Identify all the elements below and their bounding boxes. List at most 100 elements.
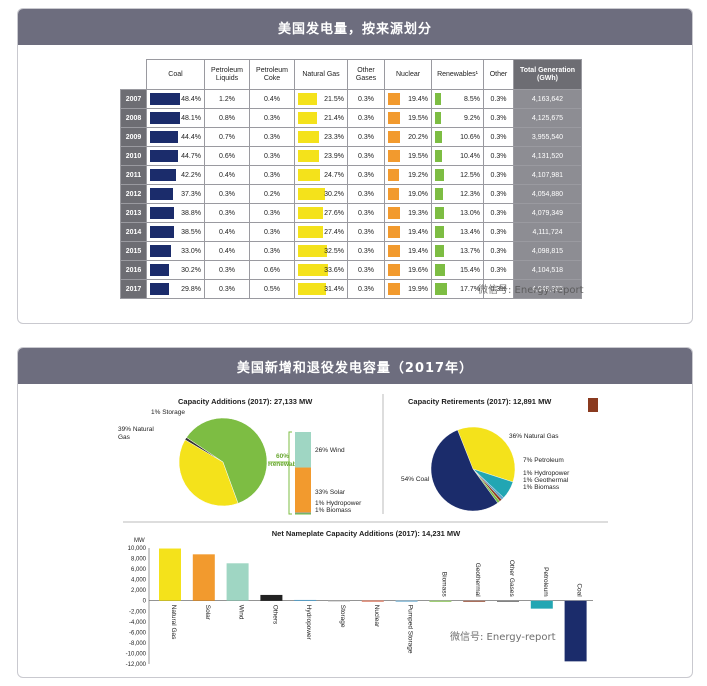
retirements-pie-chart: Capacity Retirements (2017): 12,891 MW 36… — [401, 397, 570, 512]
bar — [497, 600, 519, 602]
y-tick-label: -2,000 — [129, 609, 147, 615]
breakdown-segment — [295, 432, 311, 468]
y-tick-label: 6,000 — [131, 567, 147, 573]
cell-value: 0.3% — [347, 203, 385, 223]
cell-value: 19.4% — [408, 247, 428, 255]
cell-value: 3,955,540 — [513, 127, 582, 147]
row-year: 2011 — [120, 165, 147, 185]
table-row: 2014 38.5% 0.4% 0.3% 27.4% 0.3% 19.4% 13.4% 0.3%… — [120, 222, 582, 242]
x-tick-label: Natural Gas — [170, 605, 177, 640]
cell-value: 4,098,815 — [513, 241, 582, 261]
table-row: 2010 44.7% 0.6% 0.3% 23.9% 0.3% 19.5% 10.4% 0.3%… — [120, 146, 582, 166]
cell-value: 23.3% — [324, 133, 344, 141]
generation-table: Coal Petroleum Liquids Petroleum Coke Natur… — [120, 59, 582, 299]
slice-label: 1% Geothermal — [523, 477, 569, 484]
cell-value: 19.0% — [408, 190, 428, 198]
cell-value: 4,131,520 — [513, 146, 582, 166]
cell-value: 0.3% — [249, 222, 295, 242]
cell-value: 13.0% — [460, 209, 480, 217]
pie-title: Capacity Additions (2017): 27,133 MW — [178, 397, 313, 406]
table-bar — [388, 188, 400, 200]
cell-value: 13.7% — [460, 247, 480, 255]
cell-value: 38.5% — [181, 228, 201, 236]
column-header: Petroleum Liquids — [204, 59, 250, 90]
breakdown-segment — [295, 467, 311, 513]
x-tick-label: Nuclear — [373, 605, 380, 628]
cell-value: 1.2% — [204, 89, 250, 109]
cell-value: 29.8% — [181, 285, 201, 293]
column-header: Renewables¹ — [431, 59, 484, 90]
renewables-label: 60% — [276, 453, 289, 460]
cell-value: 0.3% — [347, 108, 385, 128]
table-bar — [435, 150, 443, 162]
bar-cell: 19.6% — [384, 260, 432, 280]
breakdown-segment — [295, 512, 311, 514]
table-bar — [435, 93, 441, 105]
cell-value: 0.8% — [204, 108, 250, 128]
watermark: 微信号: Energy-report — [478, 285, 584, 296]
row-year: 2016 — [120, 260, 147, 280]
cell-value: 19.4% — [408, 228, 428, 236]
table-bar — [150, 169, 177, 181]
bar-cell: 44.7% — [146, 146, 205, 166]
y-tick-label: 2,000 — [131, 588, 147, 594]
slice-label: 36% Natural Gas — [509, 433, 559, 440]
x-tick-label: Petroleum — [542, 567, 549, 597]
cell-value: 0.3% — [347, 184, 385, 204]
cell-value: 9.2% — [464, 114, 480, 122]
pie-slice — [430, 429, 498, 512]
table-bar — [435, 131, 443, 143]
cell-value: 19.2% — [408, 171, 428, 179]
cell-value: 0.5% — [249, 279, 295, 299]
cell-value: 0.2% — [249, 184, 295, 204]
table-row: 2013 38.8% 0.3% 0.3% 27.6% 0.3% 19.3% 13.0% 0.3%… — [120, 203, 582, 223]
cell-value: 19.3% — [408, 209, 428, 217]
table-bar — [388, 245, 400, 257]
y-tick-label: -10,000 — [126, 651, 147, 657]
bar — [564, 600, 587, 662]
column-header: Total Generation (GWh) — [513, 59, 582, 90]
cell-value: 4,079,349 — [513, 203, 582, 223]
cell-value: 13.4% — [460, 228, 480, 236]
table-row: 2015 33.0% 0.4% 0.3% 32.5% 0.3% 19.4% 13.7% 0.3%… — [120, 241, 582, 261]
x-tick-label: Wind — [238, 605, 245, 620]
bar-cell: 23.9% — [294, 146, 348, 166]
bar-cell: 21.4% — [294, 108, 348, 128]
table-row: 2008 48.1% 0.8% 0.3% 21.4% 0.3% 19.5% 9.2% 0.3% 4… — [120, 108, 582, 128]
table-bar — [150, 207, 174, 219]
y-tick-label: -8,000 — [129, 641, 147, 647]
table-row: 2011 42.2% 0.4% 0.3% 24.7% 0.3% 19.2% 12.5% 0.3%… — [120, 165, 582, 185]
bar-cell: 19.9% — [384, 279, 432, 299]
bar — [260, 594, 283, 601]
cell-value: 0.3% — [483, 89, 514, 109]
cell-value: 32.5% — [324, 247, 344, 255]
cell-value: 0.3% — [347, 241, 385, 261]
bar-chart-title: Net Nameplate Capacity Additions (2017):… — [272, 529, 461, 538]
pie-slice — [186, 417, 268, 504]
cell-value: 33.0% — [181, 247, 201, 255]
x-tick-label: Other Gases — [508, 560, 515, 598]
bar-cell: 27.6% — [294, 203, 348, 223]
table-bar — [298, 93, 318, 105]
bar-cell: 38.8% — [146, 203, 205, 223]
cell-value: 19.5% — [408, 152, 428, 160]
bar-cell: 19.5% — [384, 146, 432, 166]
column-header: Natural Gas — [294, 59, 348, 90]
table-bar — [435, 283, 447, 295]
table-bar — [298, 226, 323, 238]
cell-value: 4,104,518 — [513, 260, 582, 280]
cell-value: 15.4% — [460, 266, 480, 274]
bar — [159, 548, 181, 601]
cell-value: 12.5% — [460, 171, 480, 179]
cell-value: 17.7% — [460, 285, 480, 293]
bar-cell: 13.7% — [431, 241, 484, 261]
bar — [192, 554, 215, 601]
bar-cell: 13.4% — [431, 222, 484, 242]
cell-value: 4,049,365 — [513, 279, 582, 299]
breakdown-segment — [295, 513, 311, 515]
cell-value: 0.3% — [249, 241, 295, 261]
slice-label: Gas — [118, 434, 131, 441]
table-bar — [435, 226, 445, 238]
row-year: 2010 — [120, 146, 147, 166]
table-row: 2009 44.4% 0.7% 0.3% 23.3% 0.3% 20.2% 10.6% 0.3%… — [120, 127, 582, 147]
